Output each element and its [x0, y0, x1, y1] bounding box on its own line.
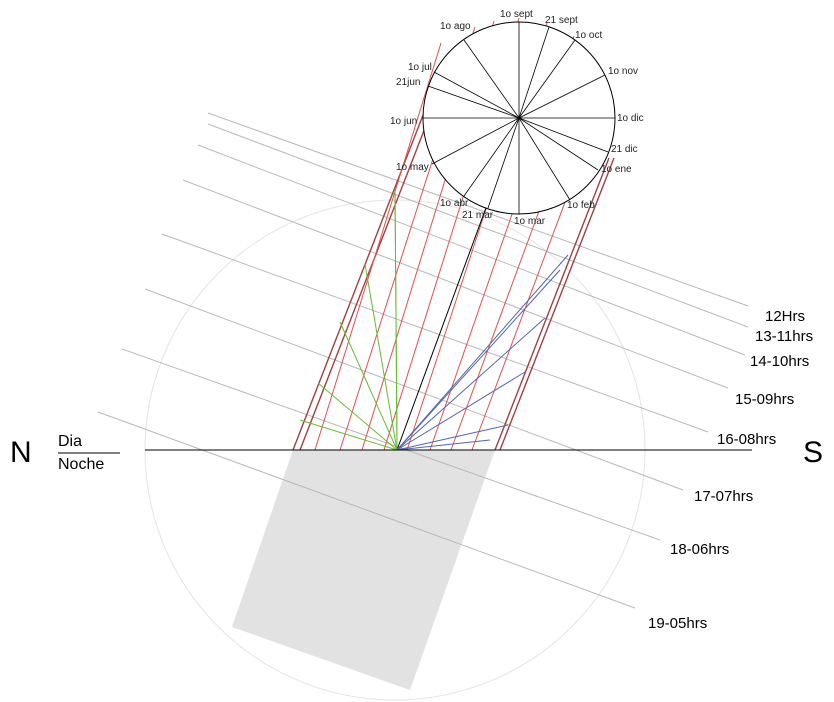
hour-label: 19-05hrs	[648, 615, 707, 632]
band-edge-right-inner	[499, 157, 615, 451]
hour-line-12	[207, 112, 749, 307]
winter-line	[396, 254, 569, 451]
month-label: 1o abr	[440, 198, 469, 209]
hour-label: 18-06hrs	[670, 541, 729, 558]
winter-line	[396, 371, 526, 451]
hour-label: 17-07hrs	[694, 488, 753, 505]
summer-line	[317, 382, 398, 451]
month-label: 1o dic	[617, 113, 644, 124]
hour-label: 12Hrs	[765, 308, 805, 325]
month-labels: 1o sept 21 sept 1o oct 1o nov 1o dic 21 …	[390, 9, 644, 227]
month-label: 1o sept	[500, 9, 533, 20]
band-edge-left-inner	[299, 114, 431, 451]
spoke	[518, 117, 599, 171]
month-label: 21 dic	[611, 144, 638, 155]
hour-labels: 12Hrs 13-11hrs 14-10hrs 15-09hrs 16-08hr…	[648, 308, 813, 632]
spoke	[463, 117, 520, 197]
month-label: 1o ago	[440, 21, 471, 32]
summer-lines	[299, 189, 398, 451]
hour-label: 14-10hrs	[750, 353, 809, 370]
hour-line-13-11	[207, 123, 749, 328]
month-label: 21jun	[396, 77, 420, 88]
summer-line	[394, 189, 398, 441]
summer-line	[364, 263, 398, 451]
spoke	[518, 39, 576, 119]
spoke	[518, 26, 550, 119]
hour-line-19-05	[97, 411, 636, 609]
hour-line-16-08	[161, 233, 709, 433]
month-label: 1o jul	[408, 62, 432, 73]
day-label: Dia	[58, 433, 82, 450]
hour-line-15-09	[182, 179, 729, 389]
month-label: 1o feb	[567, 200, 595, 211]
hour-label: 15-09hrs	[735, 391, 794, 408]
month-label: 1o oct	[575, 30, 602, 41]
winter-line	[396, 269, 561, 451]
month-label: 1o ene	[601, 164, 632, 175]
summer-line	[299, 419, 398, 451]
summer-line	[339, 321, 398, 451]
hour-lines	[97, 112, 749, 609]
hour-line-17-07	[144, 288, 684, 491]
month-label: 1o mar	[514, 216, 546, 227]
night-shadow-block	[232, 450, 495, 690]
spoke	[431, 117, 520, 165]
night-label: Noche	[58, 456, 104, 473]
hour-label: 16-08hrs	[717, 431, 776, 448]
winter-line	[396, 439, 491, 451]
spoke	[518, 117, 571, 201]
spoke	[487, 117, 520, 209]
north-label: N	[10, 436, 32, 469]
band-edge-left-outer	[292, 109, 426, 451]
winter-lines	[396, 254, 569, 451]
calendar-spokes	[423, 22, 615, 214]
spoke	[433, 71, 520, 119]
month-label: 1o may	[396, 162, 429, 173]
spoke	[463, 39, 520, 119]
winter-line	[396, 317, 546, 451]
spoke	[427, 85, 520, 119]
hour-label: 13-11hrs	[755, 328, 813, 345]
south-label: S	[803, 436, 823, 469]
spoke	[518, 117, 609, 153]
month-label: 1o nov	[608, 66, 638, 77]
hour-line-14-10	[197, 144, 746, 356]
spoke	[518, 74, 606, 119]
month-label: 21 sept	[545, 15, 578, 26]
month-label: 21 mar	[462, 210, 494, 221]
winter-line	[396, 424, 509, 451]
band-edge-right-outer	[494, 157, 610, 451]
month-label: 1o jun	[390, 116, 417, 127]
month-line	[314, 42, 442, 451]
